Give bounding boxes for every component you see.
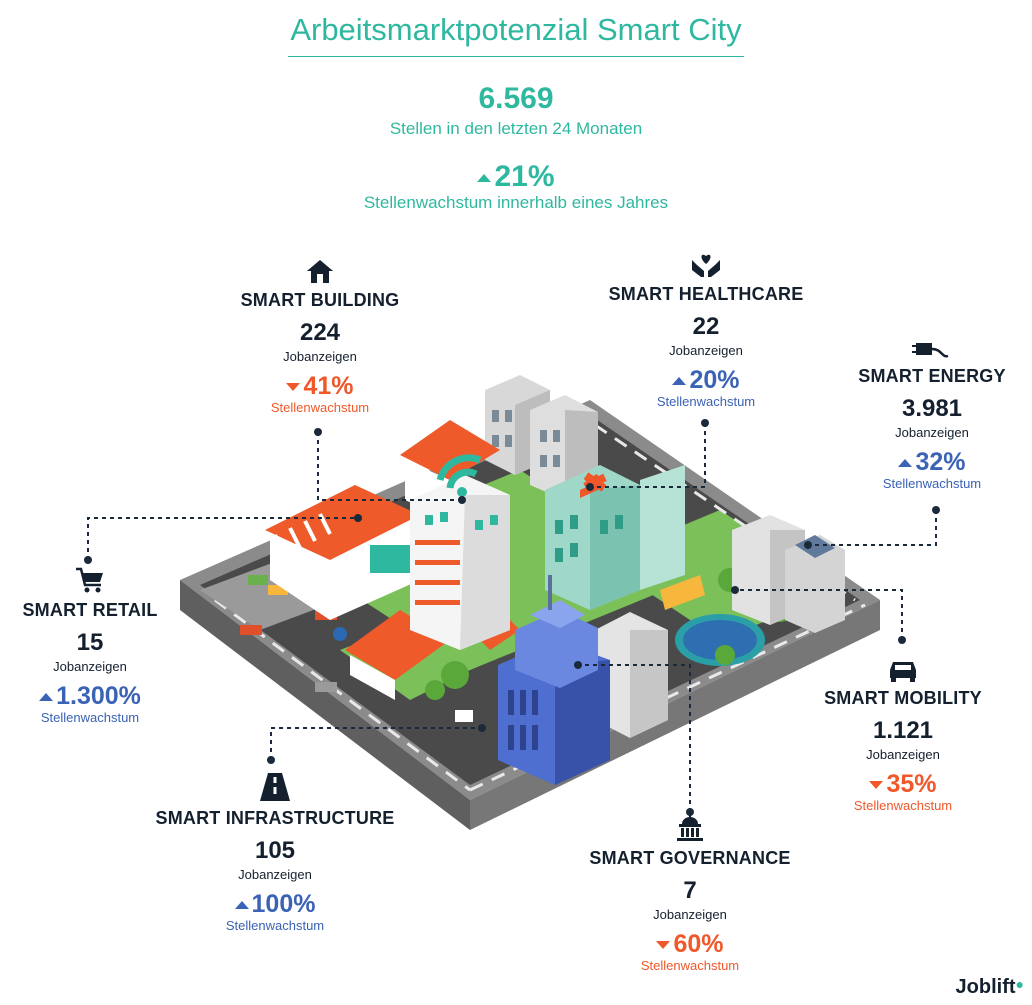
- category-count: 22: [692, 313, 720, 340]
- category-count: 105: [254, 837, 296, 864]
- category-count: 7: [683, 877, 697, 904]
- category-growth: 32%: [846, 448, 1018, 477]
- logo-mark-icon: ●: [1015, 976, 1024, 992]
- category-growth: 20%: [600, 366, 812, 395]
- page-title: Arbeitsmarktpotenzial Smart City: [0, 12, 1032, 57]
- up-arrow-icon: [898, 459, 913, 468]
- category-growth: 1.300%: [6, 682, 174, 711]
- road-icon: [260, 773, 290, 801]
- category-unit: Jobanzeigen: [866, 747, 940, 762]
- down-arrow-icon: [656, 941, 671, 950]
- category-growth: 35%: [806, 770, 1000, 799]
- category-name: SMART HEALTHCARE: [608, 284, 804, 304]
- category-smart-energy: SMART ENERGY 3.981 Jobanzeigen 32% Stell…: [846, 336, 1018, 491]
- category-count: 15: [76, 629, 104, 656]
- up-arrow-icon: [234, 901, 249, 910]
- category-name: SMART ENERGY: [858, 366, 1006, 386]
- house-icon: [307, 260, 333, 283]
- category-growth: 100%: [140, 890, 410, 919]
- category-count: 224: [299, 319, 341, 346]
- category-name: SMART RETAIL: [22, 600, 158, 620]
- category-growth-label: Stellenwachstum: [640, 958, 740, 973]
- total-jobs-label: Stellen in den letzten 24 Monaten: [389, 119, 643, 138]
- category-growth: 60%: [575, 930, 805, 959]
- category-growth: 41%: [220, 372, 420, 401]
- category-smart-building: SMART BUILDING 224 Jobanzeigen 41% Stell…: [220, 258, 420, 415]
- category-unit: Jobanzeigen: [669, 343, 743, 358]
- growth-label: Stellenwachstum innerhalb eines Jahres: [363, 193, 669, 212]
- category-growth-label: Stellenwachstum: [656, 394, 756, 409]
- category-unit: Jobanzeigen: [238, 867, 312, 882]
- category-growth-label: Stellenwachstum: [853, 798, 953, 813]
- category-name: SMART MOBILITY: [824, 688, 982, 708]
- category-unit: Jobanzeigen: [283, 349, 357, 364]
- up-arrow-icon: [672, 377, 687, 386]
- category-unit: Jobanzeigen: [653, 907, 727, 922]
- category-smart-healthcare: SMART HEALTHCARE 22 Jobanzeigen 20% Stel…: [600, 250, 812, 409]
- category-growth-label: Stellenwachstum: [270, 400, 370, 415]
- plug-icon: [912, 343, 949, 358]
- category-growth-label: Stellenwachstum: [225, 918, 325, 933]
- down-arrow-icon: [286, 383, 301, 392]
- category-name: SMART INFRASTRUCTURE: [155, 808, 395, 828]
- category-unit: Jobanzeigen: [53, 659, 127, 674]
- category-smart-governance: SMART GOVERNANCE 7 Jobanzeigen 60% Stell…: [575, 812, 805, 973]
- category-smart-infrastructure: SMART INFRASTRUCTURE 105 Jobanzeigen 100…: [140, 772, 410, 933]
- down-arrow-icon: [869, 781, 884, 790]
- up-arrow-icon: [39, 693, 54, 702]
- category-name: SMART BUILDING: [240, 290, 400, 310]
- joblift-logo: Joblift●: [955, 976, 1024, 998]
- category-count: 3.981: [901, 395, 963, 422]
- category-growth-label: Stellenwachstum: [40, 710, 140, 725]
- category-unit: Jobanzeigen: [895, 425, 969, 440]
- category-smart-retail: SMART RETAIL 15 Jobanzeigen 1.300% Stell…: [6, 566, 174, 725]
- cart-icon: [76, 567, 103, 593]
- total-jobs-value: 6.569: [478, 82, 554, 115]
- category-smart-mobility: SMART MOBILITY 1.121 Jobanzeigen 35% Ste…: [806, 658, 1000, 813]
- government-building-icon: [677, 812, 703, 841]
- up-arrow-icon: [477, 174, 492, 183]
- car-icon: [890, 662, 916, 682]
- growth-value: 21%: [0, 160, 1032, 194]
- category-growth-label: Stellenwachstum: [882, 476, 982, 491]
- heart-hands-icon: [692, 254, 720, 277]
- category-name: SMART GOVERNANCE: [589, 848, 791, 868]
- category-count: 1.121: [872, 717, 934, 744]
